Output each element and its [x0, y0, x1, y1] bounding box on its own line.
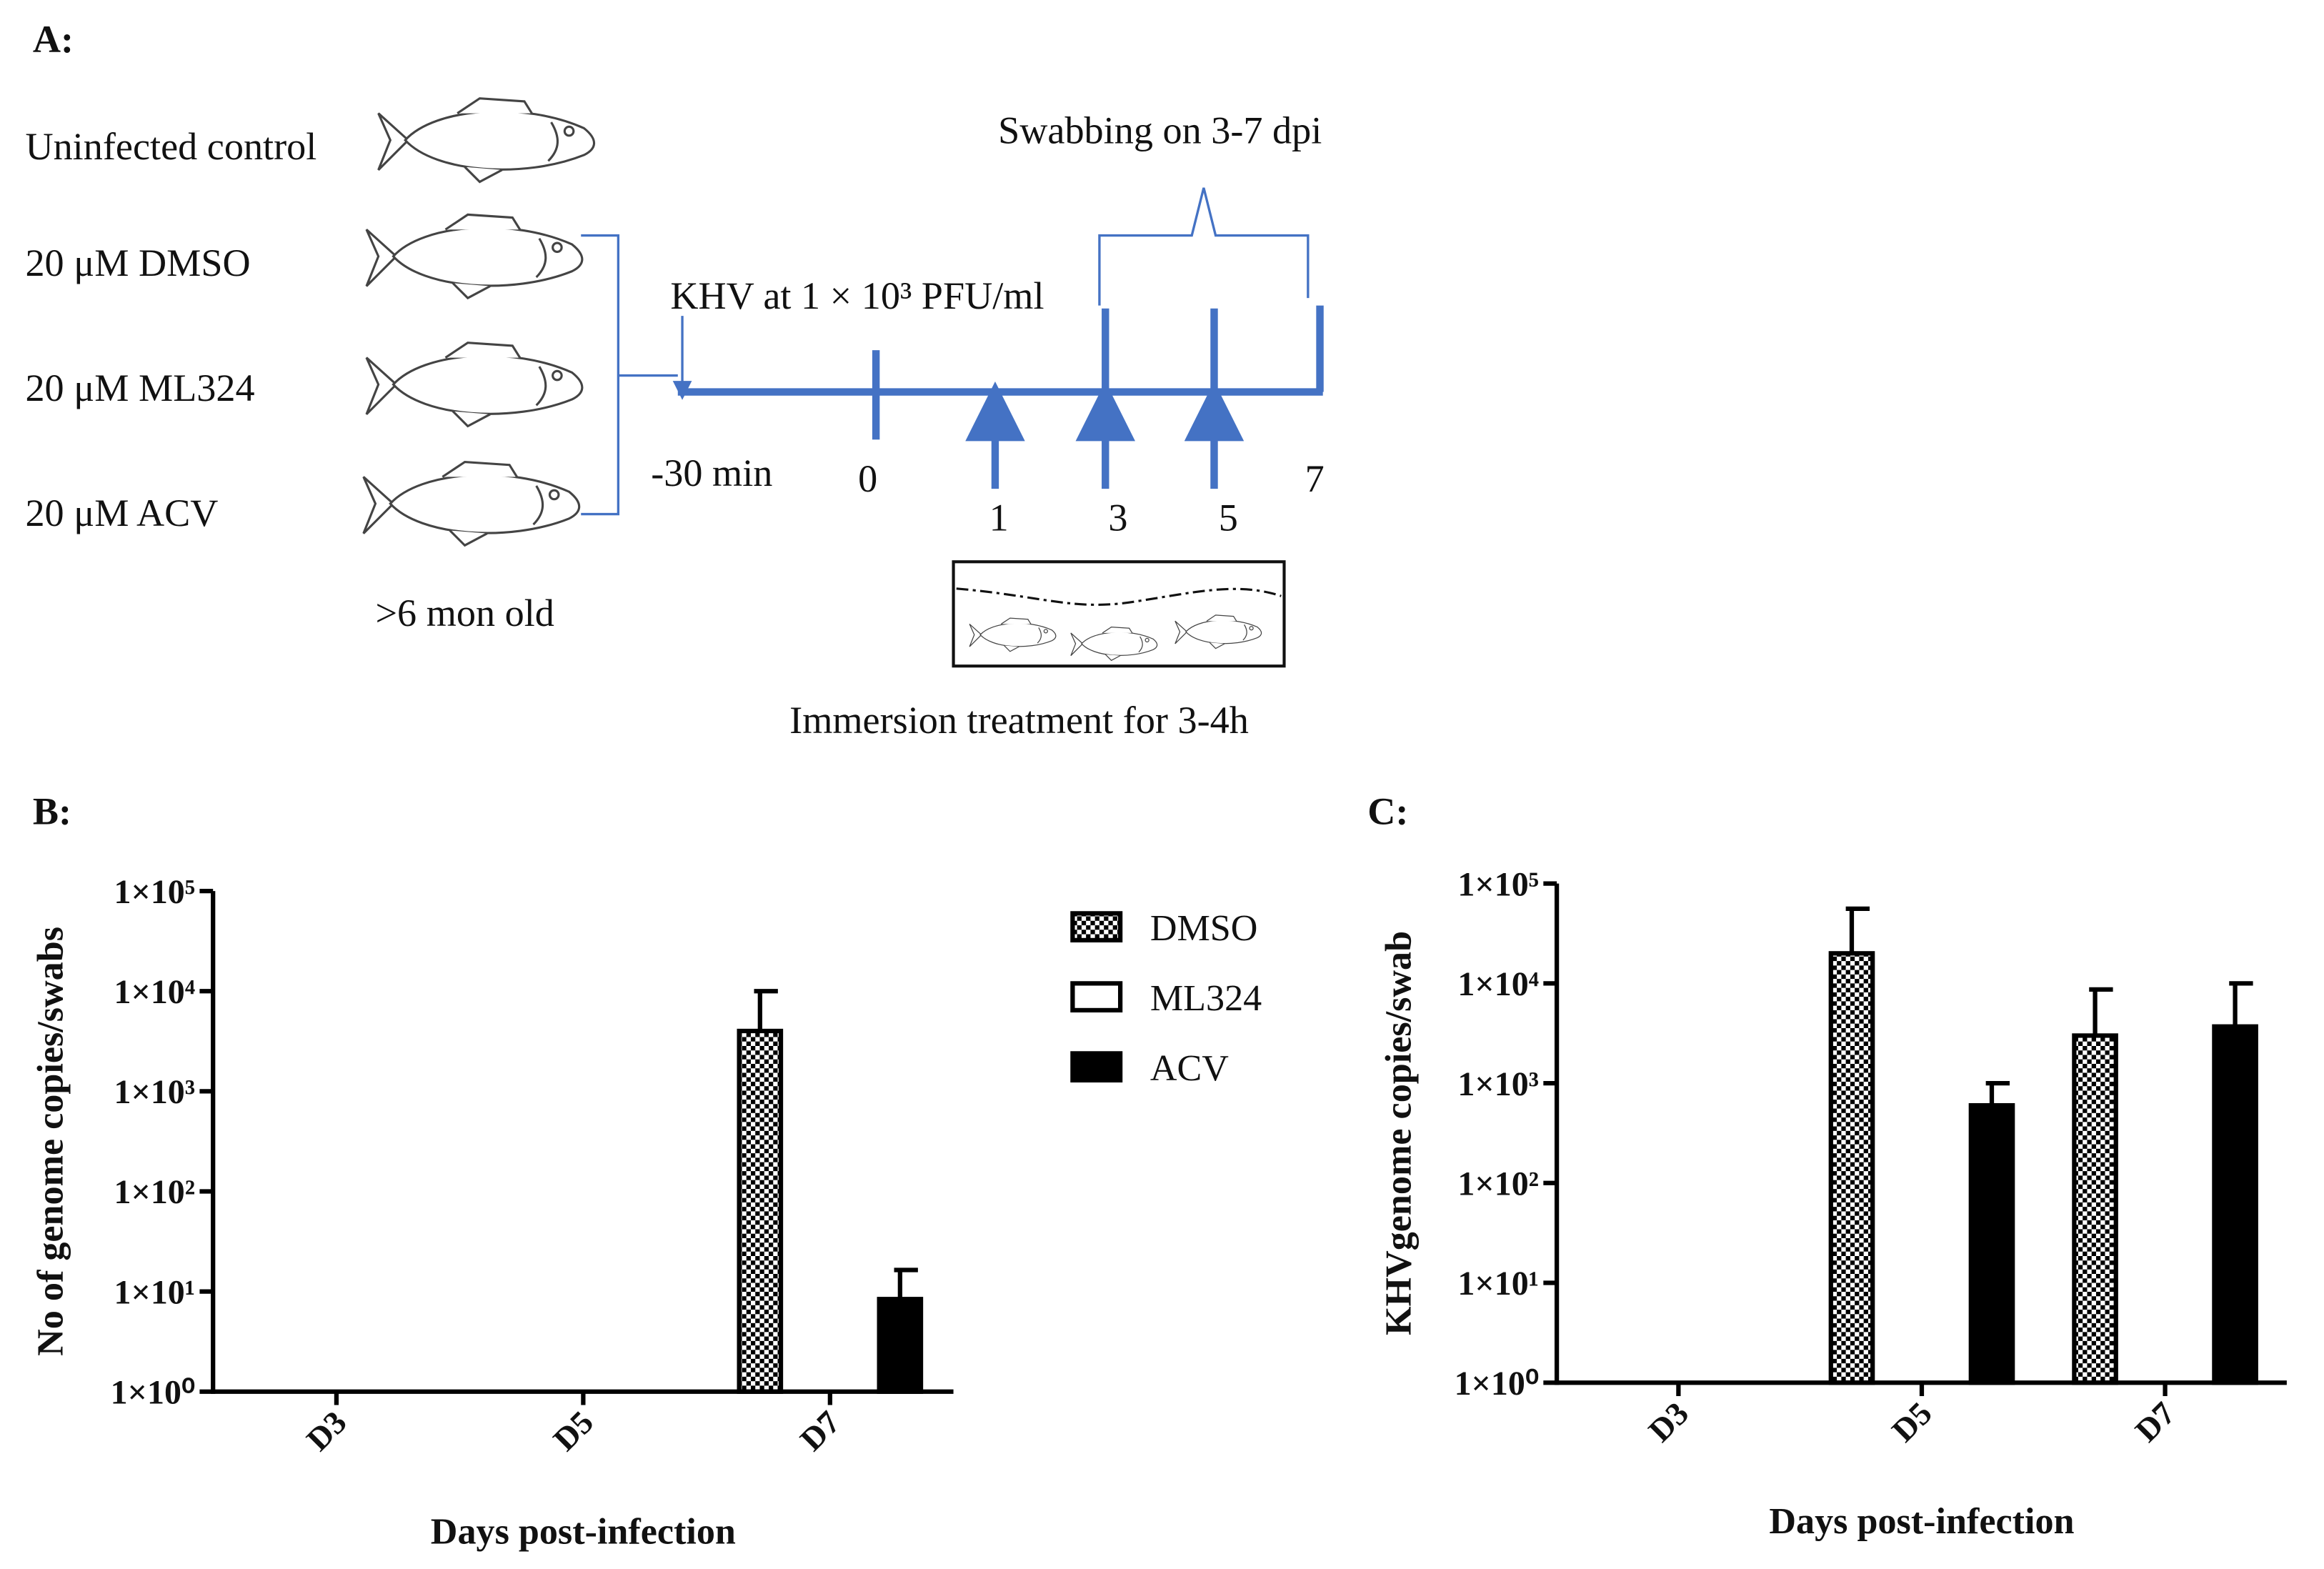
time-label: 5	[1219, 496, 1238, 539]
y-tick-label: 1×10¹	[1457, 1265, 1539, 1302]
group-label: 20 μM DMSO	[25, 241, 250, 284]
infection-label: KHV at 1 × 10³ PFU/ml	[670, 274, 1044, 317]
error-bar	[1845, 906, 1870, 954]
panel-label: B:	[33, 790, 71, 832]
y-tick-label: 1×10²	[1457, 1165, 1539, 1202]
x-tick-label: D5	[1885, 1395, 1939, 1449]
y-tick-label: 1×10³	[114, 1073, 196, 1111]
bar	[2212, 1024, 2258, 1385]
time-label: 1	[989, 496, 1009, 539]
group-label: Uninfected control	[25, 125, 316, 168]
water-line	[956, 587, 1282, 606]
x-tick-label: D5	[546, 1404, 600, 1458]
fish-icon	[365, 213, 584, 299]
y-tick-label: 1×10⁴	[1457, 965, 1539, 1003]
bracket	[1098, 187, 1310, 306]
fish-icon	[377, 97, 596, 184]
age-label: >6 mon old	[375, 592, 554, 634]
immersion-label: Immersion treatment for 3-4h	[789, 699, 1249, 742]
group-label: 20 μM ML324	[25, 367, 254, 409]
error-bar	[1985, 1080, 2010, 1106]
time-label: 3	[1108, 496, 1127, 539]
y-tick-label: 1×10¹	[114, 1273, 196, 1311]
fish-icon	[362, 460, 581, 547]
time-label: -30 min	[651, 452, 772, 494]
bar	[1828, 951, 1875, 1385]
x-tick-label: D7	[793, 1404, 847, 1458]
legend-label: ML324	[1150, 978, 1262, 1019]
error-bar	[894, 1267, 918, 1300]
bar	[737, 1028, 784, 1394]
x-tick-label: D7	[2128, 1395, 2183, 1449]
bar	[2072, 1033, 2118, 1385]
y-tick-label: 1×10²	[114, 1173, 196, 1211]
y-tick-label: 1×10⁵	[1457, 865, 1539, 903]
y-tick-label: 1×10³	[1457, 1065, 1539, 1103]
swab-label: Swabbing on 3-7 dpi	[998, 109, 1322, 151]
y-tick-label: 1×10⁰	[111, 1373, 195, 1411]
time-label: 0	[858, 457, 877, 500]
error-bar	[2089, 987, 2113, 1036]
time-label: 7	[1305, 457, 1325, 500]
y-tick-label: 1×10⁰	[1455, 1365, 1539, 1403]
legend-label: ACV	[1150, 1048, 1229, 1089]
x-tick-label: D3	[1641, 1395, 1695, 1449]
error-bar	[754, 989, 778, 1031]
fish-icon	[365, 342, 584, 428]
panel-a: A: Uninfected control 20 μM DMSO 20 μM M…	[25, 18, 1324, 742]
x-axis-label: Days post-infection	[1769, 1501, 2074, 1542]
panel-label: C:	[1367, 790, 1408, 832]
legend-label: DMSO	[1150, 908, 1258, 949]
y-tick-label: 1×10⁴	[114, 973, 196, 1011]
group-label: 20 μM ACV	[25, 492, 218, 534]
panel-label: A:	[33, 18, 74, 61]
bracket	[581, 234, 678, 516]
bar	[1968, 1102, 2015, 1385]
x-axis-label: Days post-infection	[431, 1511, 736, 1552]
x-tick-label: D3	[299, 1404, 354, 1458]
legend-swatch	[1070, 911, 1123, 943]
error-bar	[2229, 981, 2253, 1027]
y-axis-label: No of genome copies/swabs	[31, 927, 71, 1356]
y-tick-label: 1×10⁵	[114, 873, 196, 911]
legend-swatch	[1070, 981, 1123, 1013]
y-axis-label: KHVgenome copies/swab	[1379, 931, 1420, 1335]
legend-swatch	[1070, 1051, 1123, 1083]
bar	[877, 1297, 924, 1394]
